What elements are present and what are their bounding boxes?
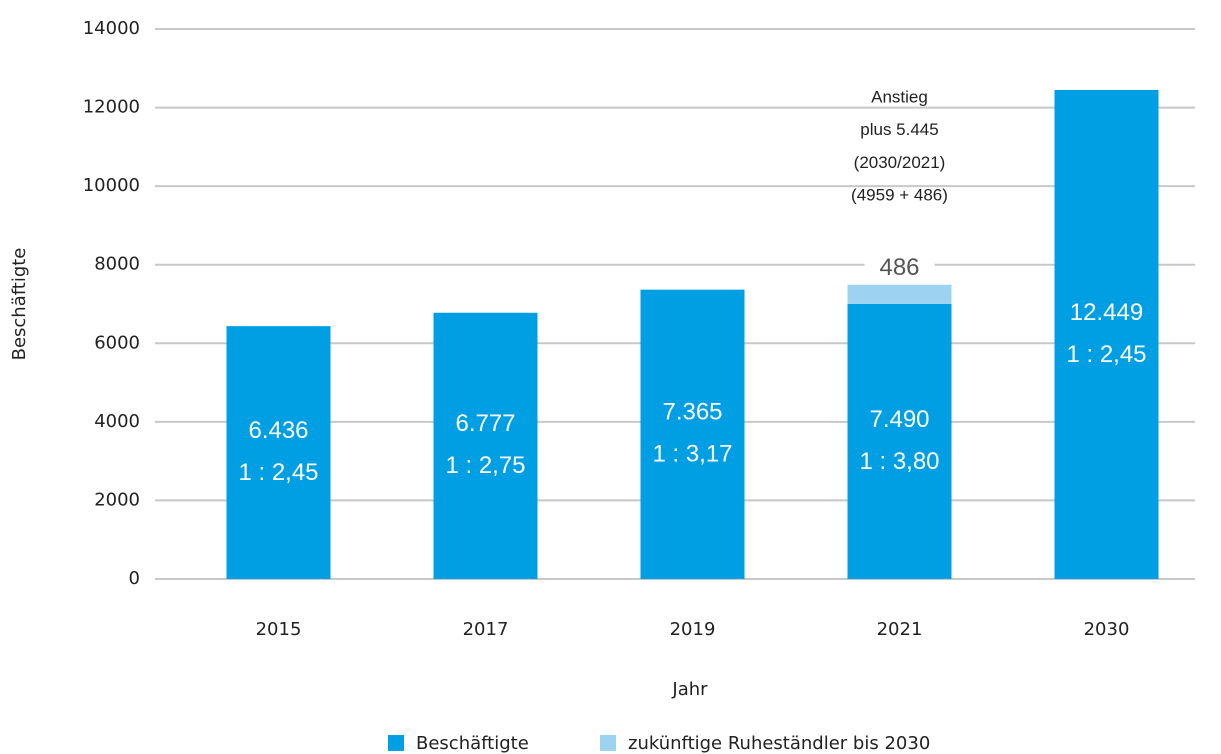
bar-segment xyxy=(226,326,331,579)
y-tick-label: 0 xyxy=(129,568,140,589)
bar-segment xyxy=(847,303,952,579)
ratio-label: 1 : 2,45 xyxy=(1066,341,1146,368)
bar-segment xyxy=(433,312,538,579)
bar-label: 6.436 xyxy=(248,417,308,444)
annotation: (2030/2021) xyxy=(854,153,946,172)
x-tick-label: 2015 xyxy=(256,619,302,640)
bar-segment xyxy=(640,289,745,579)
y-tick-label: 4000 xyxy=(94,411,140,432)
annotation: (4959 + 486) xyxy=(851,186,948,205)
legend-label: Beschäftigte xyxy=(416,733,529,754)
ratio-label: 1 : 3,17 xyxy=(652,441,732,468)
annotation: Anstieg xyxy=(871,87,928,106)
y-tick-label: 8000 xyxy=(94,254,140,275)
x-tick-label: 2019 xyxy=(670,619,716,640)
y-axis-label: Beschäftigte xyxy=(9,248,30,361)
x-tick-label: 2017 xyxy=(463,619,509,640)
bar-segment xyxy=(1054,89,1159,580)
ratio-label: 1 : 2,75 xyxy=(445,452,525,479)
y-tick-label: 10000 xyxy=(83,175,140,196)
x-tick-label: 2021 xyxy=(877,619,923,640)
label-bg xyxy=(864,254,935,283)
y-tick-label: 12000 xyxy=(83,97,140,118)
y-tick-label: 14000 xyxy=(83,18,140,39)
legend-label: zukünftige Ruheständler bis 2030 xyxy=(628,733,930,754)
bar-label: 6.777 xyxy=(455,410,515,437)
bar-label: 12.449 xyxy=(1070,299,1143,326)
bar-label: 7.490 xyxy=(869,406,929,433)
legend-swatch xyxy=(600,735,616,751)
x-axis-label: Jahr xyxy=(671,679,708,700)
legend-swatch xyxy=(388,735,404,751)
x-tick-label: 2030 xyxy=(1084,619,1130,640)
bar-label: 7.365 xyxy=(662,399,722,426)
annotation: plus 5.445 xyxy=(860,120,938,139)
ratio-label: 1 : 2,45 xyxy=(238,459,318,486)
bar-segment xyxy=(847,284,952,304)
ratio-label: 1 : 3,80 xyxy=(859,448,939,475)
y-tick-label: 2000 xyxy=(94,489,140,510)
y-tick-label: 6000 xyxy=(94,332,140,353)
segment-label: 486 xyxy=(879,254,919,281)
